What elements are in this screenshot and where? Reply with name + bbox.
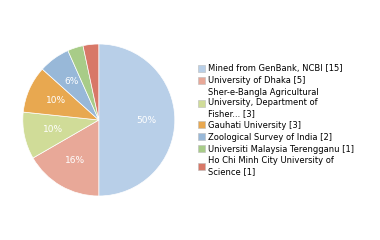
- Wedge shape: [68, 46, 99, 120]
- Text: 10%: 10%: [46, 96, 66, 105]
- Wedge shape: [83, 44, 99, 120]
- Text: 50%: 50%: [136, 115, 156, 125]
- Wedge shape: [33, 120, 99, 196]
- Text: 10%: 10%: [43, 125, 63, 134]
- Legend: Mined from GenBank, NCBI [15], University of Dhaka [5], Sher-e-Bangla Agricultur: Mined from GenBank, NCBI [15], Universit…: [198, 64, 355, 176]
- Text: 6%: 6%: [64, 77, 78, 86]
- Wedge shape: [23, 112, 99, 158]
- Wedge shape: [23, 69, 99, 120]
- Text: 16%: 16%: [65, 156, 85, 165]
- Wedge shape: [99, 44, 175, 196]
- Wedge shape: [42, 51, 99, 120]
